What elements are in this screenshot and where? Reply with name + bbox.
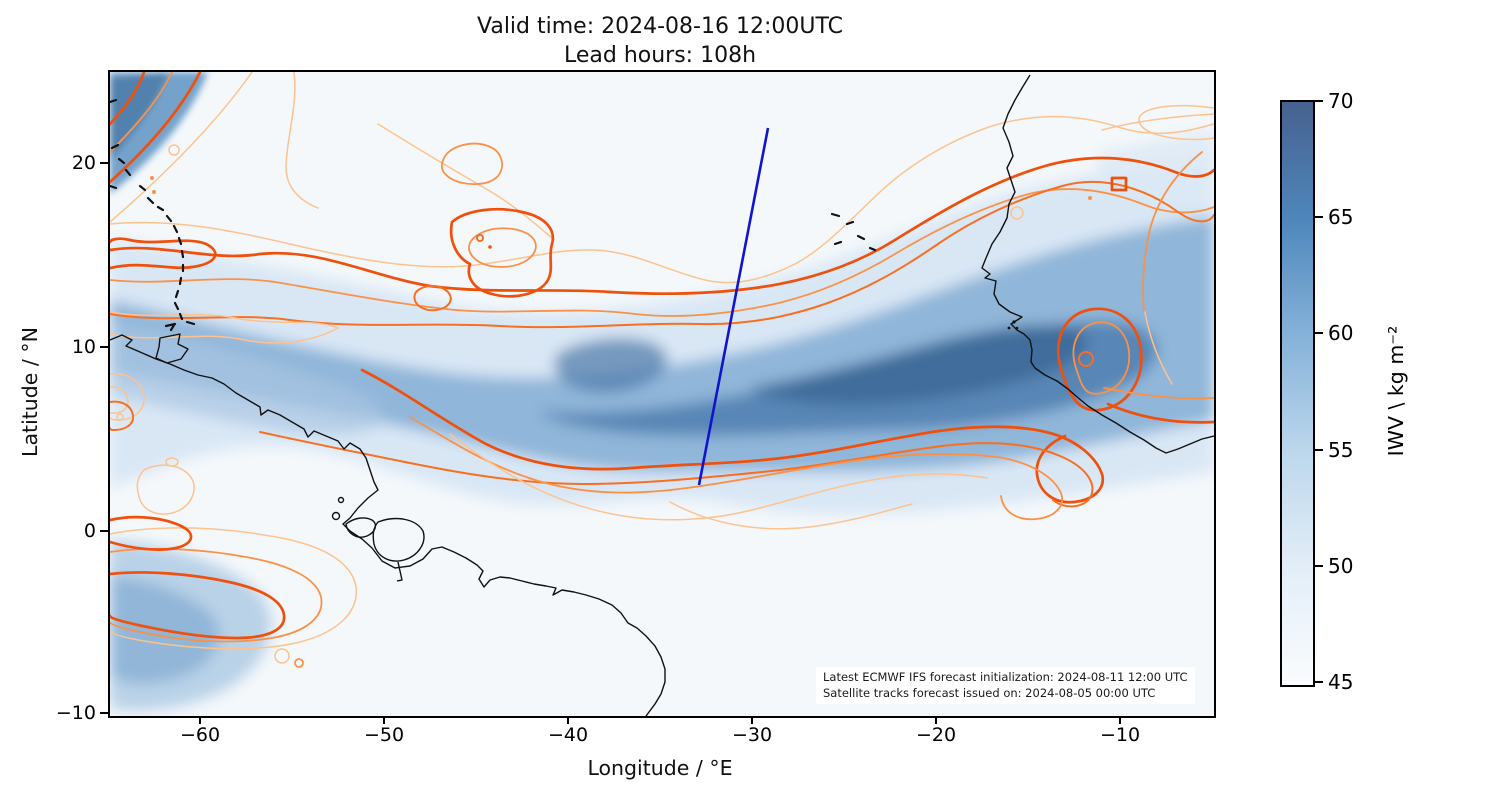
x-tick-label: −60 [179, 724, 221, 746]
x-tick [567, 716, 569, 724]
south-america-coastline [110, 334, 666, 716]
colorbar [1280, 100, 1315, 687]
x-tick [199, 716, 201, 724]
map-plot-area [108, 70, 1216, 718]
x-axis-label: Longitude / °E [587, 756, 733, 780]
colorbar-tick [1315, 216, 1323, 218]
colorbar-tick-label: 65 [1328, 205, 1354, 229]
coastlines [110, 74, 1214, 716]
map-canvas [110, 72, 1214, 716]
x-tick-label: −30 [731, 724, 773, 746]
colorbar-tick-label: 50 [1328, 554, 1354, 578]
colorbar-tick [1315, 100, 1323, 102]
y-tick [100, 712, 108, 714]
colorbar-tick [1315, 332, 1323, 334]
y-axis-label: Latitude / °N [18, 327, 42, 457]
ensemble-contours [110, 72, 1214, 668]
colorbar-tick [1315, 565, 1323, 567]
y-tick [100, 346, 108, 348]
x-tick-label: −50 [363, 724, 405, 746]
cape-verde-islands [830, 212, 877, 252]
y-tick [100, 162, 108, 164]
lesser-antilles-islands [110, 98, 185, 332]
colorbar-tick-label: 60 [1328, 321, 1354, 345]
x-tick [751, 716, 753, 724]
colorbar-tick [1315, 449, 1323, 451]
x-tick [935, 716, 937, 724]
x-tick-label: −40 [547, 724, 589, 746]
colorbar-tick-label: 70 [1328, 89, 1354, 113]
y-tick-label: −10 [55, 702, 96, 724]
figure-title-line2: Lead hours: 108h [563, 43, 757, 68]
x-tick-label: −10 [1099, 724, 1141, 746]
x-tick [1119, 716, 1121, 724]
colorbar-tick-label: 55 [1328, 438, 1354, 462]
west-africa-coastline [981, 74, 1214, 454]
y-tick-label: 0 [83, 520, 96, 542]
satellite-track-line [697, 127, 770, 486]
x-tick-label: −20 [915, 724, 957, 746]
y-tick-label: 10 [71, 336, 96, 358]
colorbar-tick [1315, 681, 1323, 683]
x-tick [383, 716, 385, 724]
tracks-issued-text: Satellite tracks forecast issued on: 202… [823, 685, 1156, 700]
y-tick [100, 530, 108, 532]
y-tick-label: 20 [71, 152, 96, 174]
colorbar-label: IWV \ kg m⁻² [1384, 325, 1408, 457]
forecast-info-annotation: Latest ECMWF IFS forecast initialization… [816, 667, 1195, 705]
colorbar-tick-label: 45 [1328, 670, 1354, 694]
forecast-init-text: Latest ECMWF IFS forecast initialization… [823, 670, 1188, 684]
figure-title-line1: Valid time: 2024-08-16 12:00UTC [477, 14, 843, 39]
trinidad-island [155, 333, 189, 364]
